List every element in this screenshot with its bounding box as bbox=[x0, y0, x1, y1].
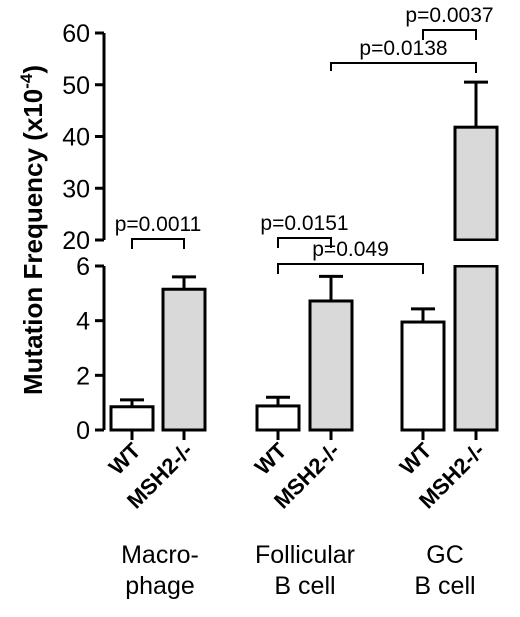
y-lower-tick-label: 0 bbox=[76, 417, 90, 445]
y-upper-tick-label: 50 bbox=[62, 72, 90, 100]
significance-bracket bbox=[277, 263, 424, 274]
p-value-label: p=0.0151 bbox=[260, 212, 348, 235]
bar bbox=[400, 320, 446, 432]
bar bbox=[308, 299, 354, 432]
group-label-macrophage: Macro- phage bbox=[95, 540, 225, 602]
y-axes: 0 2 4 620 30 40 50 60 bbox=[62, 20, 106, 445]
bar bbox=[453, 264, 499, 432]
group-label-line: B cell bbox=[414, 572, 476, 600]
y-upper-tick-label: 60 bbox=[62, 20, 90, 48]
bar bbox=[255, 404, 301, 432]
p-value-label: p=0.0037 bbox=[405, 4, 493, 27]
x-tick-label: WT bbox=[250, 437, 292, 479]
group-label-line: Macro- bbox=[121, 541, 199, 569]
bar bbox=[109, 405, 155, 432]
p-value-label: p=0.0138 bbox=[359, 37, 447, 60]
group-label-gc-b-cell: GC B cell bbox=[385, 540, 505, 602]
significance-bracket bbox=[422, 29, 477, 40]
bar bbox=[161, 287, 207, 432]
significance-bracket bbox=[131, 238, 185, 249]
p-value-label: p=0.0011 bbox=[115, 213, 202, 236]
group-label-line: B cell bbox=[274, 572, 336, 600]
group-label-line: GC bbox=[426, 541, 464, 569]
significance-brackets: p=0.0011 p=0.0151 p=0.049 p=0.0138 p=0.0037 bbox=[115, 4, 494, 274]
y-lower-tick-label: 6 bbox=[76, 253, 90, 281]
x-tick-label: WT bbox=[395, 437, 437, 479]
significance-bracket bbox=[277, 237, 332, 248]
error-bars bbox=[120, 80, 488, 407]
axis-break-gap bbox=[453, 241, 499, 265]
y-lower-tick-label: 4 bbox=[76, 308, 90, 336]
group-label-line: phage bbox=[125, 572, 195, 600]
group-label-line: Follicular bbox=[254, 541, 356, 569]
x-tick-label: WT bbox=[104, 437, 146, 479]
y-axis-label: Mutation Frequency (x10-4) bbox=[17, 65, 48, 395]
y-upper-tick-label: 40 bbox=[62, 124, 90, 152]
significance-bracket bbox=[330, 62, 477, 73]
y-upper-tick-label: 30 bbox=[62, 175, 90, 203]
bars bbox=[109, 125, 499, 432]
y-upper-tick-label: 20 bbox=[62, 227, 90, 255]
group-label-follicular-b-cell: Follicular B cell bbox=[230, 540, 380, 602]
y-lower-tick-label: 2 bbox=[76, 362, 90, 390]
p-value-label: p=0.049 bbox=[312, 238, 389, 261]
bar bbox=[453, 125, 499, 242]
